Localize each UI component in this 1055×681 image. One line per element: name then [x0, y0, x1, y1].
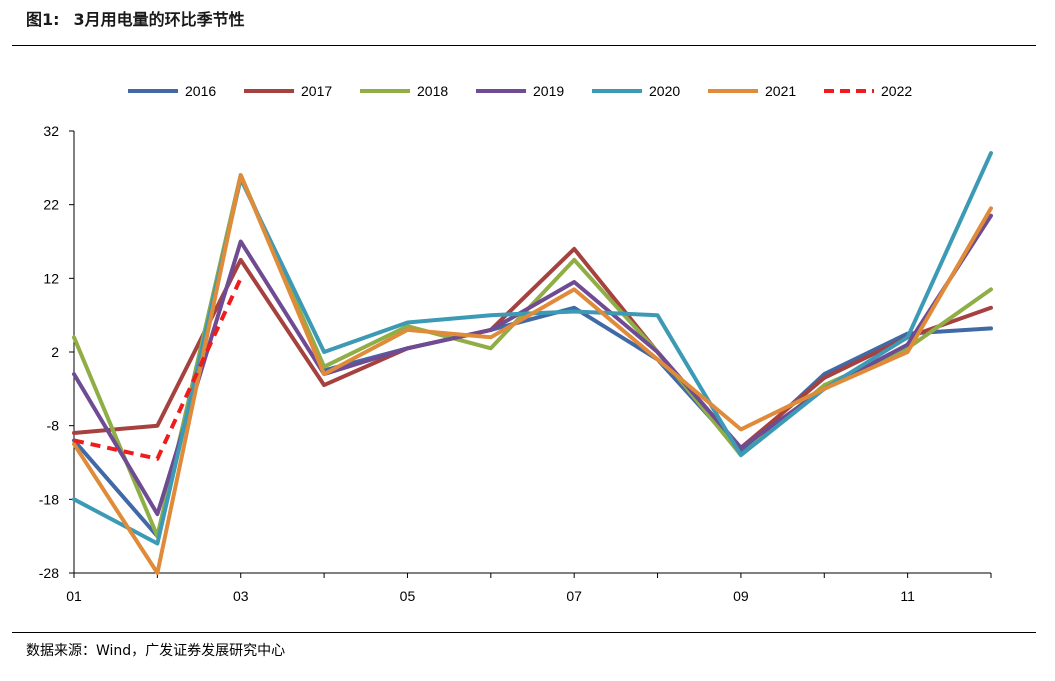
y-tick-label-0: 32 [43, 123, 59, 139]
series-line-2021 [72, 173, 993, 575]
legend-label-2018: 2018 [417, 83, 448, 99]
y-tick-label-6: -28 [39, 565, 59, 581]
chart-series [72, 151, 993, 575]
series-line-2016 [72, 173, 993, 539]
series-line-2020 [72, 151, 993, 546]
legend-label-2017: 2017 [301, 83, 332, 99]
legend-label-2016: 2016 [185, 83, 216, 99]
series-line-2022 [73, 277, 243, 461]
x-tick-label-11: 11 [900, 588, 915, 604]
x-tick-label-07: 07 [566, 588, 582, 604]
source-note: 数据来源：Wind，广发证券发展研究中心 [26, 643, 286, 659]
legend-label-2019: 2019 [533, 83, 564, 99]
figure-label: 图1: [26, 10, 60, 29]
chart-legend: 2016 2017 2018 2019 2020 2021 2022 [128, 83, 912, 99]
y-tick-label-2: 12 [43, 270, 59, 286]
series-line-2017 [72, 246, 993, 450]
x-tick-label-05: 05 [400, 588, 416, 604]
legend-label-2021: 2021 [765, 83, 796, 99]
chart-axes: 32 22 12 2 -8 -18 -28 01 03 05 07 09 11 [39, 123, 992, 604]
x-tick-label-01: 01 [66, 588, 82, 604]
y-tick-label-4: -8 [47, 418, 60, 434]
legend-label-2022: 2022 [881, 83, 912, 99]
y-tick-label-1: 22 [43, 197, 59, 213]
series-line-2018 [72, 173, 993, 539]
x-tick-label-03: 03 [233, 588, 249, 604]
top-rule [12, 45, 1036, 46]
x-tick-label-09: 09 [733, 588, 749, 604]
bottom-rule [12, 632, 1036, 633]
legend-label-2020: 2020 [649, 83, 680, 99]
y-tick-label-3: 2 [51, 344, 59, 360]
figure-title-text: 3月用电量的环比季节性 [73, 10, 245, 29]
figure-title: 图1: 3月用电量的环比季节性 [26, 6, 245, 30]
y-tick-label-5: -18 [39, 491, 59, 507]
